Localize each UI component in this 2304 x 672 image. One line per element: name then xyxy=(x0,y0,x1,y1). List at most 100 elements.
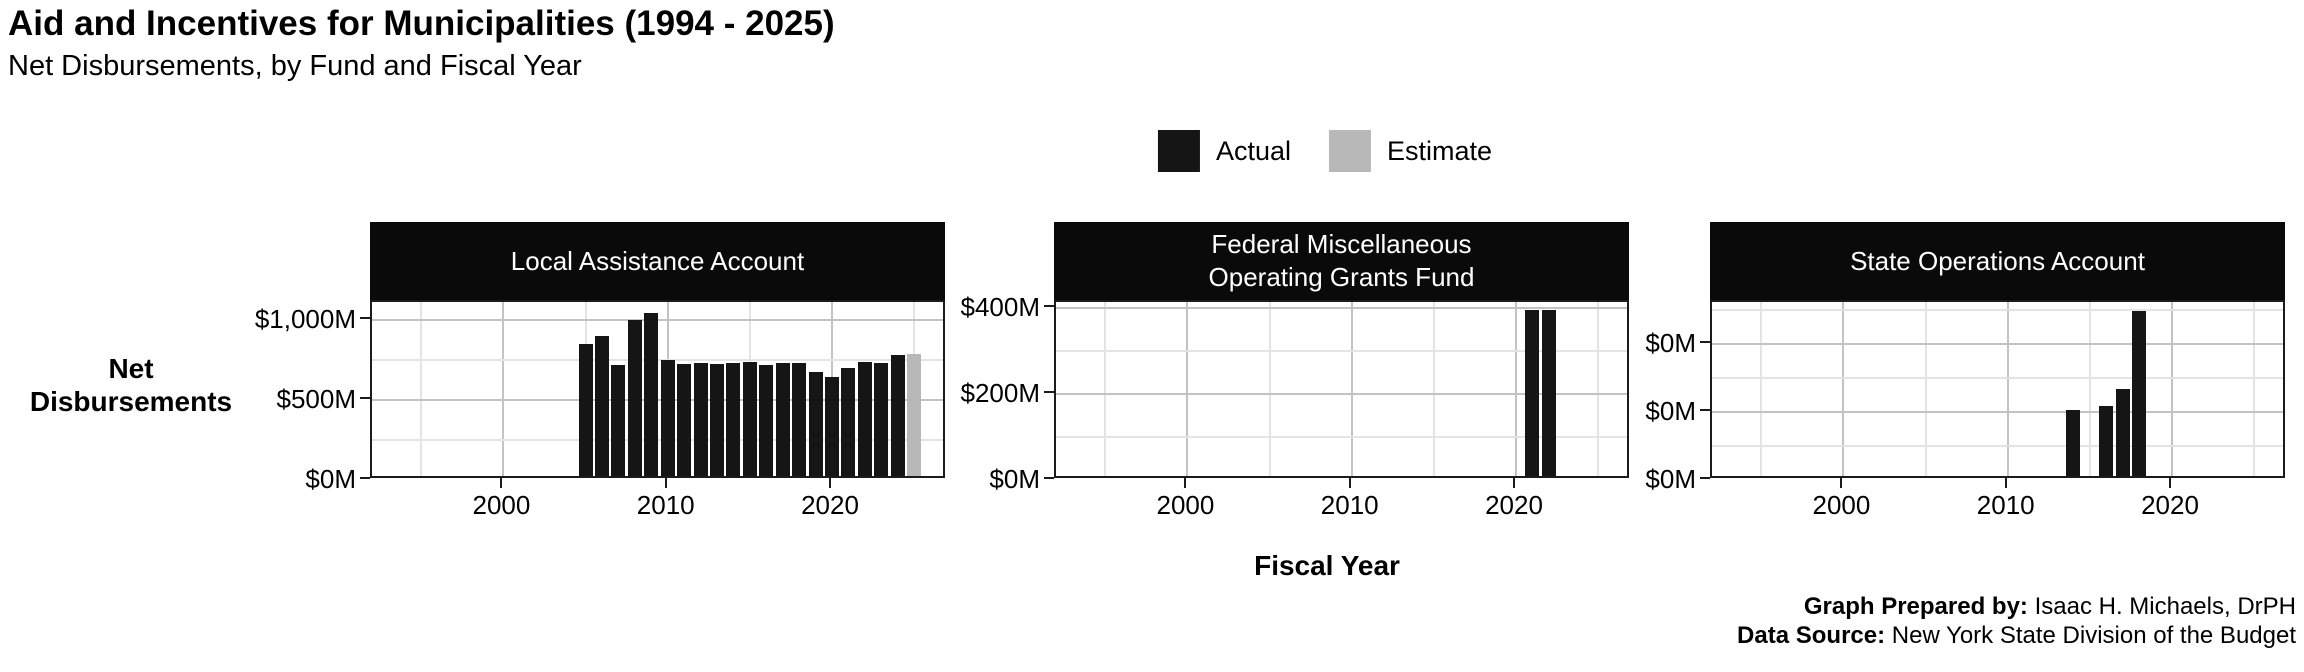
x-tick-label: 2010 xyxy=(1320,490,1379,520)
x-axis-title: Fiscal Year xyxy=(1254,550,1400,581)
gridline-horizontal-minor xyxy=(1056,436,1627,438)
x-tick-label: 2020 xyxy=(801,490,859,520)
x-tick-mark xyxy=(500,478,503,488)
gridline-vertical-major xyxy=(1186,302,1189,476)
y-tick-label: $200M xyxy=(960,378,1041,408)
bar xyxy=(2066,409,2081,476)
gridline-vertical-minor xyxy=(420,302,423,476)
gridline-horizontal-minor xyxy=(1712,376,2283,379)
footer-prepared-by: Graph Prepared by: Isaac H. Michaels, Dr… xyxy=(1737,592,2296,621)
footer-prepared-by-label: Graph Prepared by: xyxy=(1803,593,2028,620)
facet-strip-label: Local Assistance Account xyxy=(510,245,805,276)
x-tick-mark xyxy=(829,478,831,488)
legend-item-actual: Actual xyxy=(1157,130,1291,172)
gridline-horizontal-minor xyxy=(1712,308,2283,311)
gridline-vertical-minor xyxy=(1432,302,1435,476)
footer-data-source-label: Data Source: xyxy=(1737,622,1886,649)
chart-title: Aid and Incentives for Municipalities (1… xyxy=(8,4,835,43)
bar xyxy=(2115,389,2130,476)
y-tick-label: $500M xyxy=(276,383,357,414)
y-tick-mark xyxy=(1044,305,1054,308)
bar xyxy=(825,377,839,476)
bar xyxy=(660,360,675,476)
bar xyxy=(611,365,626,476)
x-tick-label: 2020 xyxy=(2141,490,2199,520)
y-tick-label: $0M xyxy=(1645,327,1696,358)
bar xyxy=(644,313,659,476)
y-tick-mark xyxy=(1044,477,1054,479)
y-tick-label: $0M xyxy=(1645,395,1696,426)
plot-area xyxy=(1710,300,2285,478)
gridline-horizontal-major xyxy=(1712,410,2283,413)
bar xyxy=(1525,310,1540,476)
y-tick-mark xyxy=(1700,477,1710,479)
legend: Actual Estimate xyxy=(1157,130,1514,172)
x-tick-label: 2000 xyxy=(1812,490,1871,520)
gridline-horizontal-major xyxy=(1712,342,2283,345)
bar xyxy=(857,362,872,476)
gridline-horizontal-major xyxy=(372,318,943,321)
bar xyxy=(595,336,609,476)
y-tick-label: $0M xyxy=(989,464,1040,494)
bar xyxy=(841,367,856,476)
actual-swatch-icon xyxy=(1157,130,1200,172)
gridline-horizontal-minor xyxy=(1712,444,2283,447)
bar xyxy=(907,353,922,476)
x-tick-label: 2010 xyxy=(636,490,695,520)
y-axis-title-line1: Net xyxy=(108,353,154,384)
y-tick-mark xyxy=(360,316,370,319)
x-tick-label: 2000 xyxy=(1156,490,1215,520)
y-tick-mark xyxy=(1700,340,1710,343)
bar xyxy=(693,363,708,476)
y-tick-label: $0M xyxy=(305,464,356,494)
y-tick-mark xyxy=(360,477,370,479)
gridline-vertical-major xyxy=(502,302,505,476)
x-tick-mark xyxy=(1348,478,1351,488)
gridline-vertical-minor xyxy=(1760,302,1763,476)
legend-label-estimate: Estimate xyxy=(1387,135,1493,166)
footer-credits: Graph Prepared by: Isaac H. Michaels, Dr… xyxy=(1737,592,2296,650)
x-tick-mark xyxy=(2169,478,2171,488)
gridline-horizontal-minor xyxy=(372,358,943,361)
gridline-vertical-minor xyxy=(1268,302,1271,476)
plot-area xyxy=(370,300,945,478)
gridline-vertical-major xyxy=(2006,302,2009,476)
x-tick-mark xyxy=(1184,478,1187,488)
bar xyxy=(2181,476,2195,478)
gridline-vertical-major xyxy=(1350,302,1353,476)
gridline-horizontal-major xyxy=(1056,393,1627,395)
legend-item-estimate: Estimate xyxy=(1329,130,1492,172)
bar xyxy=(677,363,692,476)
gridline-vertical-minor xyxy=(1597,302,1600,476)
y-tick-mark xyxy=(1044,391,1054,393)
x-tick-label: 2000 xyxy=(472,490,531,520)
y-axis-title-line2: Disbursements xyxy=(29,386,233,417)
plot-area xyxy=(1054,300,1629,478)
footer-data-source: Data Source: New York State Division of … xyxy=(1737,621,2296,650)
legend-label-actual: Actual xyxy=(1215,135,1291,166)
gridline-vertical-minor xyxy=(2088,302,2091,476)
gridline-vertical-minor xyxy=(1104,302,1107,476)
facet-strip-label: Federal Miscellaneous Operating Grants F… xyxy=(1208,229,1475,292)
facet-strip: Federal Miscellaneous Operating Grants F… xyxy=(1054,222,1629,300)
bar xyxy=(627,319,642,476)
y-axis-title: Net Disbursements xyxy=(0,352,262,418)
bar xyxy=(759,364,774,476)
gridline-vertical-minor xyxy=(2253,302,2256,476)
footer-prepared-by-value: Isaac H. Michaels, DrPH xyxy=(2027,593,2296,620)
x-tick-mark xyxy=(1840,478,1843,488)
gridline-vertical-major xyxy=(2171,302,2173,476)
bar xyxy=(710,363,724,476)
y-tick-label: $0M xyxy=(1645,464,1696,494)
x-tick-mark xyxy=(2004,478,2007,488)
gridline-vertical-minor xyxy=(1924,302,1927,476)
gridline-vertical-major xyxy=(1842,302,1845,476)
gridline-horizontal-major xyxy=(1056,307,1627,310)
bar xyxy=(726,362,741,476)
chart-subtitle: Net Disbursements, by Fund and Fiscal Ye… xyxy=(8,50,582,82)
estimate-swatch-icon xyxy=(1329,130,1371,172)
x-tick-label: 2010 xyxy=(1976,490,2035,520)
y-tick-mark xyxy=(1700,408,1710,411)
bar xyxy=(808,372,823,476)
